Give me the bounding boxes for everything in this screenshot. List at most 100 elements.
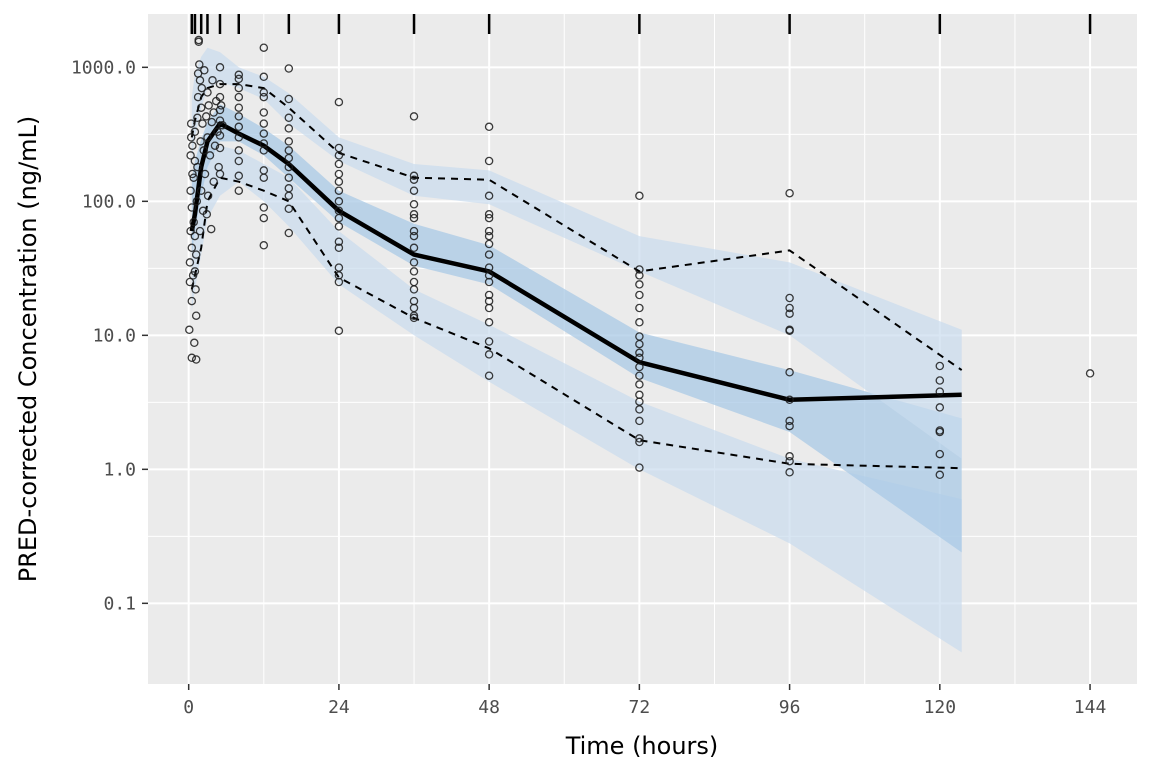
observation-point <box>635 191 644 201</box>
upper-percentile-band <box>191 47 962 459</box>
observation-point <box>234 70 244 80</box>
observation-point <box>207 117 217 127</box>
observation-point <box>215 92 225 102</box>
observation-point <box>196 103 206 112</box>
observation-point <box>205 151 215 160</box>
observation-point <box>259 88 269 97</box>
observation-point <box>259 43 269 52</box>
observation-point <box>284 113 294 123</box>
observation-point <box>635 348 644 358</box>
observation-point <box>198 119 207 128</box>
observation-point <box>259 129 269 138</box>
observation-point <box>409 258 419 267</box>
observation-point <box>203 191 213 201</box>
observation-point <box>259 72 269 82</box>
x-axis: 0 24 48 72 96 120 144 <box>183 684 1106 718</box>
observation-point <box>187 353 197 363</box>
observation-point <box>484 371 494 380</box>
observation-point <box>334 197 344 206</box>
observation-point <box>484 122 494 132</box>
observed-95th-percentile-line <box>190 83 963 371</box>
observation-point <box>187 203 197 212</box>
observation-point <box>215 169 225 179</box>
observation-point <box>191 311 201 320</box>
observation-point <box>785 326 794 336</box>
observation-point <box>635 290 644 300</box>
observation-point <box>195 226 205 236</box>
observation-point <box>409 210 419 219</box>
observation-point <box>284 204 294 214</box>
observation-point <box>234 133 244 142</box>
observation-point <box>635 318 644 327</box>
y-tick-label: 1.0 <box>103 459 136 480</box>
observation-point <box>190 338 199 348</box>
x-tick-label: 48 <box>478 697 500 718</box>
observation-point <box>935 470 945 480</box>
observation-point <box>194 35 203 45</box>
x-tick-label: 120 <box>924 697 957 718</box>
observation-point <box>935 449 945 459</box>
observation-point <box>188 141 197 150</box>
observation-point <box>186 119 196 128</box>
observation-point <box>284 153 294 163</box>
observation-point <box>185 258 195 267</box>
observation-point <box>334 213 344 223</box>
observation-point <box>197 83 207 93</box>
observation-point <box>935 387 945 396</box>
observation-point <box>484 350 494 359</box>
y-axis-title: PRED-corrected Concentration (ng/mL) <box>14 116 42 583</box>
observation-point <box>334 97 344 107</box>
x-tick-label: 144 <box>1074 697 1107 718</box>
observation-point <box>259 92 269 102</box>
observation-point <box>195 60 204 69</box>
observation-point <box>484 290 494 300</box>
observation-point <box>409 112 419 121</box>
observation-point <box>334 243 344 253</box>
observation-point <box>209 177 218 186</box>
observation-point <box>259 203 269 212</box>
x-tick-label: 0 <box>183 697 194 718</box>
observation-point <box>484 156 494 166</box>
observation-point <box>193 92 203 102</box>
observation-point <box>234 171 244 181</box>
observation-point <box>635 405 644 414</box>
observation-point <box>259 173 269 182</box>
observation-point <box>191 285 200 294</box>
observation-point <box>635 416 644 426</box>
observation-point <box>635 280 644 289</box>
observation-point <box>635 271 644 280</box>
observation-point <box>484 303 494 313</box>
observation-point <box>259 108 269 117</box>
observation-point <box>284 94 294 104</box>
observation-point <box>409 313 419 323</box>
observation-point <box>210 141 220 150</box>
observation-point <box>334 151 344 160</box>
observation-point <box>484 250 494 259</box>
observation-point <box>188 169 197 179</box>
observation-point <box>203 88 212 97</box>
bin-rug-marks <box>190 14 1092 34</box>
observation-point <box>785 293 794 303</box>
observation-point <box>785 188 794 198</box>
observation-point <box>785 395 794 405</box>
observation-point <box>196 137 205 146</box>
observation-point <box>284 124 294 133</box>
x-tick-label: 24 <box>328 697 350 718</box>
observation-point <box>785 456 794 466</box>
observation-point <box>199 146 208 155</box>
observation-point <box>785 452 794 461</box>
observation-point <box>334 186 344 195</box>
observation-point <box>484 213 494 223</box>
y-tick-label: 0.1 <box>103 593 136 614</box>
observation-point <box>234 186 244 195</box>
observed-5th-percentile-line <box>190 176 962 470</box>
observation-point <box>202 210 212 219</box>
observation-point <box>284 137 294 146</box>
observation-point <box>409 231 419 241</box>
observation-point <box>334 177 344 186</box>
observation-point <box>215 105 225 115</box>
observation-point <box>785 303 794 313</box>
observation-point <box>206 224 216 234</box>
y-axis: 0.1 1.0 10.0 100.0 1000.0 <box>71 57 148 614</box>
